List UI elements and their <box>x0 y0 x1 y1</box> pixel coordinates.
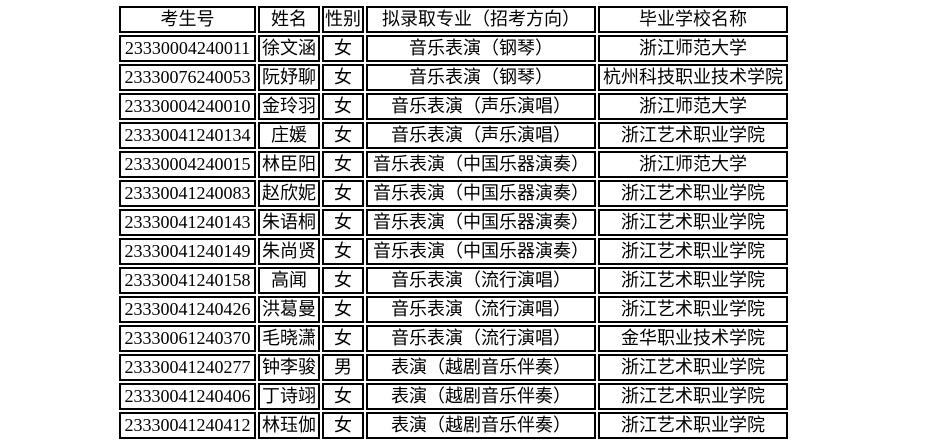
cell-school: 金华职业技术学院 <box>598 325 788 352</box>
cell-gender: 女 <box>322 238 364 265</box>
cell-gender: 女 <box>322 296 364 323</box>
cell-gender: 女 <box>322 93 364 120</box>
cell-name: 阮妤聊 <box>258 64 320 91</box>
table-header: 考生号 姓名 性别 拟录取专业（招考方向） 毕业学校名称 <box>119 6 788 33</box>
table-row: 23330041240083 赵欣妮女音乐表演（中国乐器演奏） 浙江艺术职业学院 <box>119 180 788 207</box>
cell-school: 浙江艺术职业学院 <box>598 122 788 149</box>
cell-name: 丁诗翊 <box>258 383 320 410</box>
admissions-table: 考生号 姓名 性别 拟录取专业（招考方向） 毕业学校名称 23330004240… <box>117 4 790 441</box>
cell-gender: 女 <box>322 267 364 294</box>
cell-gender: 女 <box>322 209 364 236</box>
cell-school: 浙江艺术职业学院 <box>598 209 788 236</box>
table-row: 23330041240158 高闻女音乐表演（流行演唱） 浙江艺术职业学院 <box>119 267 788 294</box>
table-row: 23330041240134 庄媛女音乐表演（声乐演唱） 浙江艺术职业学院 <box>119 122 788 149</box>
cell-school: 浙江师范大学 <box>598 93 788 120</box>
table-row: 23330004240011 徐文涵女音乐表演（钢琴） 浙江师范大学 <box>119 35 788 62</box>
cell-name: 洪葛曼 <box>258 296 320 323</box>
cell-name: 高闻 <box>258 267 320 294</box>
cell-candidate-no: 23330004240010 <box>119 93 256 120</box>
cell-candidate-no: 23330061240370 <box>119 325 256 352</box>
cell-school: 浙江艺术职业学院 <box>598 412 788 439</box>
admissions-table-container: 考生号 姓名 性别 拟录取专业（招考方向） 毕业学校名称 23330004240… <box>117 4 790 441</box>
cell-name: 钟李骏 <box>258 354 320 381</box>
cell-gender: 女 <box>322 122 364 149</box>
cell-gender: 女 <box>322 325 364 352</box>
cell-gender: 女 <box>322 151 364 178</box>
cell-name: 徐文涵 <box>258 35 320 62</box>
cell-gender: 男 <box>322 354 364 381</box>
cell-candidate-no: 23330004240011 <box>119 35 256 62</box>
table-row: 23330041240426 洪葛曼女音乐表演（流行演唱） 浙江艺术职业学院 <box>119 296 788 323</box>
cell-candidate-no: 23330041240158 <box>119 267 256 294</box>
header-candidate-no: 考生号 <box>119 6 256 33</box>
cell-candidate-no: 23330041240406 <box>119 383 256 410</box>
header-school: 毕业学校名称 <box>598 6 788 33</box>
table-row: 23330041240406 丁诗翊女表演（越剧音乐伴奏） 浙江艺术职业学院 <box>119 383 788 410</box>
table-row: 23330004240010 金玲羽女音乐表演（声乐演唱） 浙江师范大学 <box>119 93 788 120</box>
cell-candidate-no: 23330041240277 <box>119 354 256 381</box>
cell-gender: 女 <box>322 383 364 410</box>
cell-candidate-no: 23330041240083 <box>119 180 256 207</box>
cell-major: 音乐表演（流行演唱） <box>366 325 596 352</box>
header-gender: 性别 <box>322 6 364 33</box>
cell-major: 音乐表演（中国乐器演奏） <box>366 180 596 207</box>
cell-school: 浙江艺术职业学院 <box>598 354 788 381</box>
cell-major: 音乐表演（声乐演唱） <box>366 122 596 149</box>
cell-school: 浙江艺术职业学院 <box>598 238 788 265</box>
cell-candidate-no: 23330041240134 <box>119 122 256 149</box>
header-major: 拟录取专业（招考方向） <box>366 6 596 33</box>
table-row: 23330061240370 毛晓潇女音乐表演（流行演唱） 金华职业技术学院 <box>119 325 788 352</box>
cell-school: 浙江艺术职业学院 <box>598 267 788 294</box>
cell-major: 音乐表演（钢琴） <box>366 35 596 62</box>
cell-name: 毛晓潇 <box>258 325 320 352</box>
cell-major: 音乐表演（钢琴） <box>366 64 596 91</box>
cell-candidate-no: 23330041240426 <box>119 296 256 323</box>
cell-name: 朱尚贤 <box>258 238 320 265</box>
cell-name: 林珏伽 <box>258 412 320 439</box>
cell-school: 浙江艺术职业学院 <box>598 383 788 410</box>
cell-school: 浙江艺术职业学院 <box>598 180 788 207</box>
cell-major: 表演（越剧音乐伴奏） <box>366 383 596 410</box>
cell-school: 浙江师范大学 <box>598 35 788 62</box>
cell-major: 音乐表演（中国乐器演奏） <box>366 238 596 265</box>
cell-major: 音乐表演（流行演唱） <box>366 296 596 323</box>
cell-school: 杭州科技职业技术学院 <box>598 64 788 91</box>
table-row: 23330041240412 林珏伽女表演（越剧音乐伴奏） 浙江艺术职业学院 <box>119 412 788 439</box>
table-body: 23330004240011 徐文涵女音乐表演（钢琴） 浙江师范大学 23330076… <box>119 35 788 439</box>
cell-candidate-no: 23330041240149 <box>119 238 256 265</box>
cell-major: 表演（越剧音乐伴奏） <box>366 412 596 439</box>
cell-school: 浙江艺术职业学院 <box>598 296 788 323</box>
cell-major: 音乐表演（流行演唱） <box>366 267 596 294</box>
cell-major: 表演（越剧音乐伴奏） <box>366 354 596 381</box>
cell-candidate-no: 23330041240143 <box>119 209 256 236</box>
table-row: 23330041240277 钟李骏男表演（越剧音乐伴奏） 浙江艺术职业学院 <box>119 354 788 381</box>
table-row: 23330004240015 林臣阳女音乐表演（中国乐器演奏） 浙江师范大学 <box>119 151 788 178</box>
cell-school: 浙江师范大学 <box>598 151 788 178</box>
cell-candidate-no: 23330076240053 <box>119 64 256 91</box>
table-row: 23330041240143 朱语桐女音乐表演（中国乐器演奏） 浙江艺术职业学院 <box>119 209 788 236</box>
cell-gender: 女 <box>322 35 364 62</box>
cell-gender: 女 <box>322 412 364 439</box>
cell-gender: 女 <box>322 64 364 91</box>
cell-gender: 女 <box>322 180 364 207</box>
cell-candidate-no: 23330041240412 <box>119 412 256 439</box>
cell-name: 林臣阳 <box>258 151 320 178</box>
header-row: 考生号 姓名 性别 拟录取专业（招考方向） 毕业学校名称 <box>119 6 788 33</box>
cell-name: 赵欣妮 <box>258 180 320 207</box>
cell-name: 朱语桐 <box>258 209 320 236</box>
cell-candidate-no: 23330004240015 <box>119 151 256 178</box>
table-row: 23330076240053 阮妤聊女音乐表演（钢琴） 杭州科技职业技术学院 <box>119 64 788 91</box>
header-name: 姓名 <box>258 6 320 33</box>
cell-major: 音乐表演（中国乐器演奏） <box>366 151 596 178</box>
table-row: 23330041240149 朱尚贤女音乐表演（中国乐器演奏） 浙江艺术职业学院 <box>119 238 788 265</box>
cell-major: 音乐表演（中国乐器演奏） <box>366 209 596 236</box>
cell-name: 金玲羽 <box>258 93 320 120</box>
cell-name: 庄媛 <box>258 122 320 149</box>
cell-major: 音乐表演（声乐演唱） <box>366 93 596 120</box>
